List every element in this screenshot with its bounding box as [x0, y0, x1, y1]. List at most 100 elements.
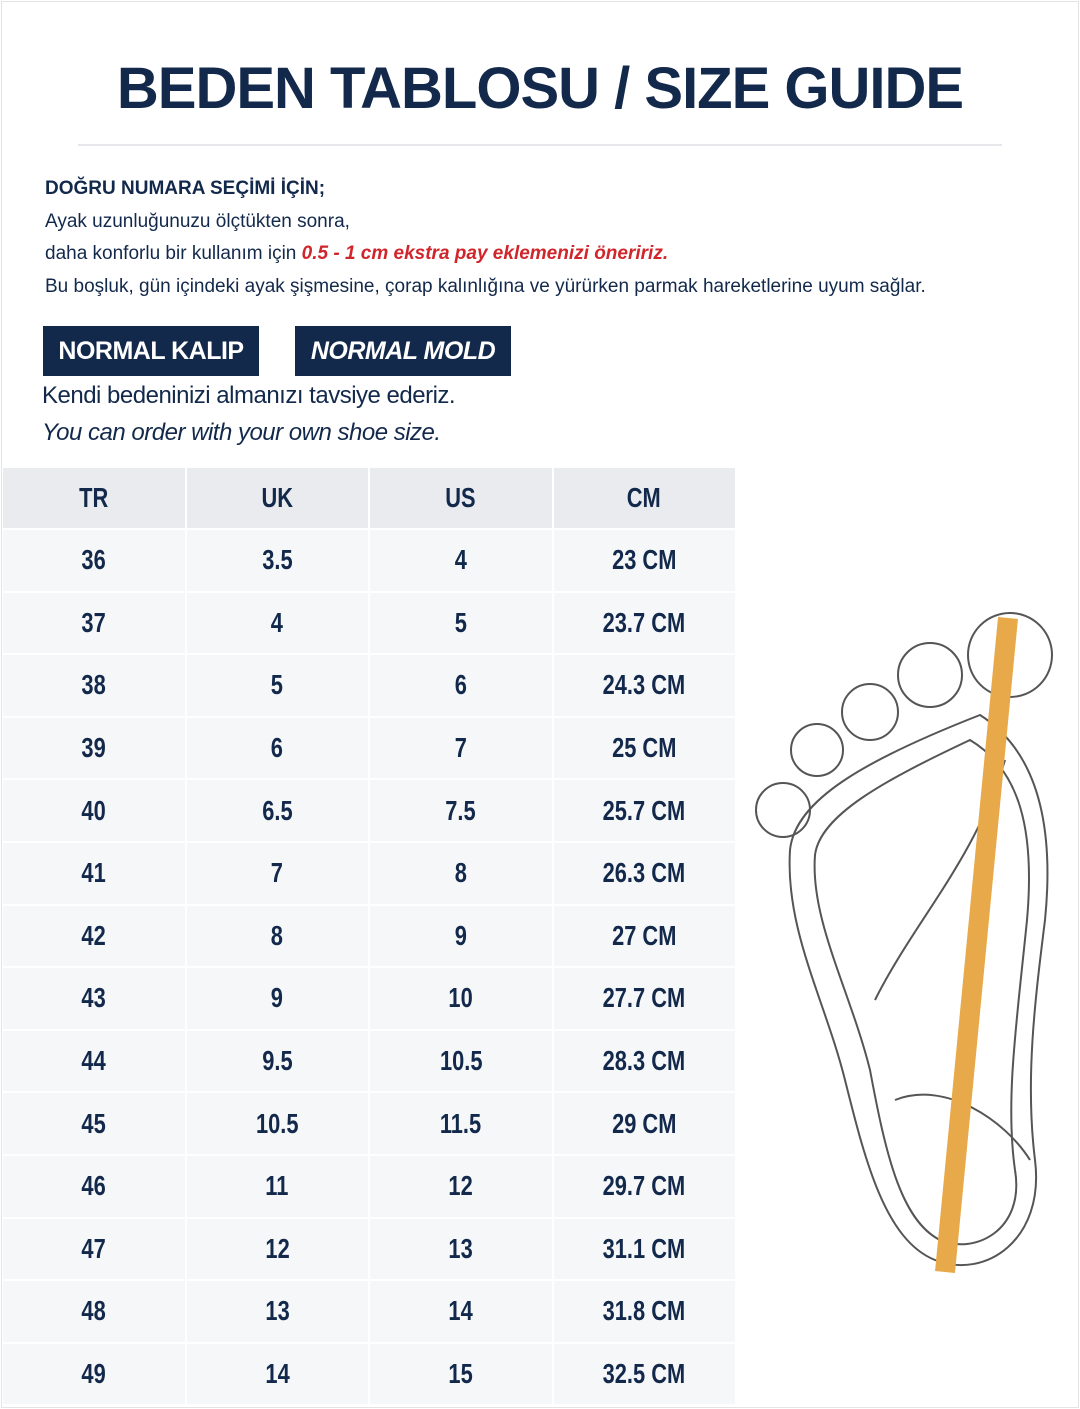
table-cell: 7 [186, 842, 368, 904]
cell-text: 38 [81, 669, 106, 701]
cell-text: 37 [81, 606, 106, 638]
table-cell: 39 [3, 717, 185, 779]
cell-text: 23 CM [612, 544, 677, 576]
table-cell: 7.5 [370, 780, 552, 841]
table-cell: 24.3 CM [553, 655, 735, 716]
table-cell: 25 CM [553, 717, 735, 779]
cell-text: 6 [454, 669, 467, 701]
table-cell: 36 [3, 530, 185, 591]
table-cell: 13 [370, 1218, 552, 1280]
measure-bar [935, 617, 1018, 1273]
title: BEDEN TABLOSU / SIZE GUIDE [116, 56, 964, 121]
cell-text: 32.5 CM [602, 1358, 686, 1390]
table-cell: 46 [3, 1155, 185, 1217]
header-cell: TR [3, 468, 185, 528]
cell-text: 7 [454, 732, 467, 764]
badge: NORMAL KALIP [43, 326, 259, 376]
cell-text: 28.3 CM [602, 1045, 686, 1077]
table-cell: 6.5 [186, 780, 368, 841]
cell-text: 9 [271, 982, 284, 1014]
cell-text: 14 [265, 1358, 290, 1390]
table-cell: 29.7 CM [553, 1155, 735, 1217]
intro-heading: DOĞRU NUMARA SEÇİMİ İÇİN; [45, 178, 326, 199]
table-cell: 28.3 CM [553, 1030, 735, 1092]
table-cell: 49 [3, 1343, 185, 1405]
cell-text: 31.8 CM [602, 1295, 686, 1327]
cell-text: US [445, 482, 476, 513]
cell-text: CM [627, 482, 662, 513]
table-cell: 44 [3, 1030, 185, 1092]
table-cell: 48 [3, 1281, 185, 1342]
cell-text: 6 [271, 732, 284, 764]
table-cell: 8 [186, 905, 368, 967]
table-cell: 9.5 [186, 1030, 368, 1092]
cell-text: 39 [81, 732, 106, 764]
cell-text: 7.5 [445, 794, 476, 826]
cell-text: 6.5 [262, 794, 293, 826]
foot-illustration [755, 612, 1053, 1273]
intro-line: daha konforlu bir kullanım için 0.5 - 1 … [45, 243, 668, 265]
cell-text: 27 CM [612, 919, 677, 951]
note: Kendi bedeninizi almanızı tavsiye ederiz… [42, 382, 456, 409]
table-cell: 8 [370, 842, 552, 904]
cell-text: 24.3 CM [602, 669, 686, 701]
table-cell: 41 [3, 842, 185, 904]
table-cell: 4 [370, 530, 552, 591]
cell-text: 44 [81, 1045, 106, 1077]
cell-text: 13 [448, 1232, 473, 1264]
cell-text: 27.7 CM [602, 982, 686, 1014]
table-cell: 4 [186, 592, 368, 654]
table-cell: 45 [3, 1093, 185, 1154]
table-cell: 11 [186, 1155, 368, 1217]
divider [78, 144, 1002, 146]
table-cell: 38 [3, 655, 185, 716]
table-cell: 6 [370, 655, 552, 716]
note: You can order with your own shoe size. [42, 419, 441, 446]
header-cell: US [370, 468, 552, 528]
cell-text: 5 [454, 606, 467, 638]
intro-highlight: 0.5 - 1 cm ekstra pay eklemenizi öneriri… [301, 243, 669, 264]
cell-text: 12 [265, 1232, 290, 1264]
cell-text: 10.5 [255, 1107, 299, 1139]
cell-text: 48 [81, 1295, 106, 1327]
table-cell: 14 [186, 1343, 368, 1405]
cell-text: 25.7 CM [602, 794, 686, 826]
table-cell: 10 [370, 968, 552, 1029]
cell-text: 15 [448, 1358, 473, 1390]
table-cell: 5 [186, 655, 368, 716]
table-cell: 14 [370, 1281, 552, 1342]
intro-line: Ayak uzunluğunuzu ölçtükten sonra, [45, 211, 350, 232]
table-cell: 11.5 [370, 1093, 552, 1154]
header-cell: UK [186, 468, 368, 528]
table-cell: 9 [186, 968, 368, 1029]
cell-text: 29.7 CM [602, 1170, 686, 1202]
cell-text: 10 [448, 982, 473, 1014]
cell-text: 4 [271, 606, 284, 638]
table-cell: 32.5 CM [553, 1343, 735, 1405]
table-cell: 27.7 CM [553, 968, 735, 1029]
table-cell: 15 [370, 1343, 552, 1405]
cell-text: 26.3 CM [602, 857, 686, 889]
table-cell: 10.5 [186, 1093, 368, 1154]
cell-text: 11 [265, 1170, 289, 1202]
cell-text: 41 [81, 857, 106, 889]
cell-text: 13 [265, 1295, 290, 1327]
table-cell: 13 [186, 1281, 368, 1342]
cell-text: 36 [81, 544, 106, 576]
table-cell: 42 [3, 905, 185, 967]
table-cell: 23 CM [553, 530, 735, 591]
cell-text: 8 [454, 857, 467, 889]
table-cell: 23.7 CM [553, 592, 735, 654]
cell-text: 9 [454, 919, 467, 951]
table-cell: 40 [3, 780, 185, 841]
table-cell: 7 [370, 717, 552, 779]
cell-text: 40 [81, 794, 106, 826]
table-cell: 12 [186, 1218, 368, 1280]
cell-text: 11.5 [440, 1107, 482, 1139]
cell-text: 46 [81, 1170, 106, 1202]
table-cell: 29 CM [553, 1093, 735, 1154]
cell-text: 7 [271, 857, 284, 889]
table-cell: 6 [186, 717, 368, 779]
size-table: TR UK US CM 36 3.5 4 23 CM 37 4 5 23.7 CM 38 5 6 24.3 C… [3, 468, 735, 1405]
